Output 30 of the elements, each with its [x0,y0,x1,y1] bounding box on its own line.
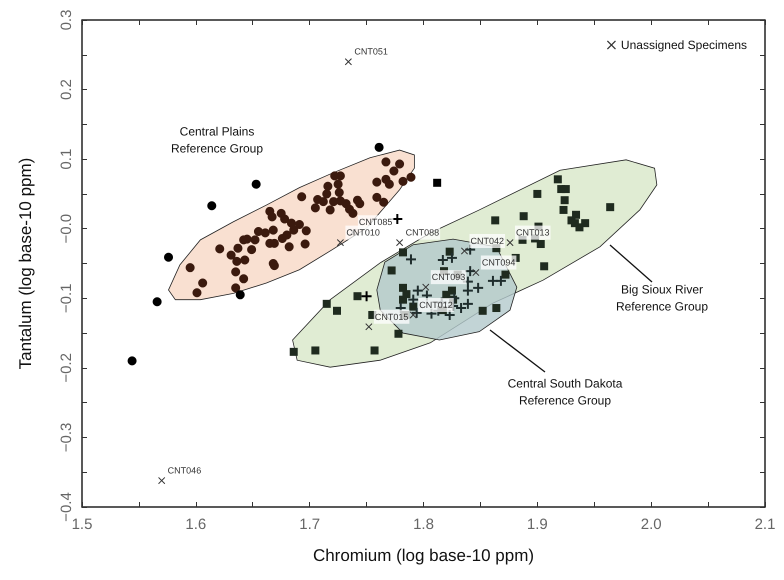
annotation: CNT051 [354,46,388,57]
x-tick-label: 2.0 [640,516,662,533]
annotation: CNT085 [358,217,392,228]
annotation: CNT094 [482,258,516,268]
y-tick-label: 0.2 [58,79,75,100]
annotation: Central South Dakota Reference Group [508,376,623,408]
y-tick-label: −0.0 [58,214,75,244]
annotation: CNT042 [470,236,504,246]
y-tick-label: 0.3 [58,10,75,30]
y-tick-label: −0.2 [58,353,75,383]
y-tick-label: 0.1 [58,148,75,170]
x-tick-label: 1.7 [299,516,320,533]
x-tick-label: 1.6 [185,516,206,533]
y-axis-title: Tantalum (log base-10 ppm) [16,158,35,370]
annotation: CNT088 [406,228,440,238]
x-axis-title: Chromium (log base-10 ppm) [312,546,534,565]
annotation: CNT093 [432,272,466,282]
annotation: CNT046 [168,466,202,476]
x-tick-label: 1.8 [413,516,434,533]
annotation: CNT013 [516,228,550,238]
y-tick-label: −0.1 [58,283,75,314]
annotation: CNT015 [374,312,408,322]
annotation: CNT012 [419,300,453,310]
annotation: Central Plains Reference Group [170,124,264,156]
annotation: CNT010 [346,228,380,238]
annotation: Big Sioux River Reference Group [616,282,708,314]
x-tick-label: 1.9 [526,516,548,533]
legend-label: Unassigned Specimens [620,38,748,52]
y-tick-label: −0.3 [58,422,75,452]
x-tick-label: 2.1 [754,516,776,533]
